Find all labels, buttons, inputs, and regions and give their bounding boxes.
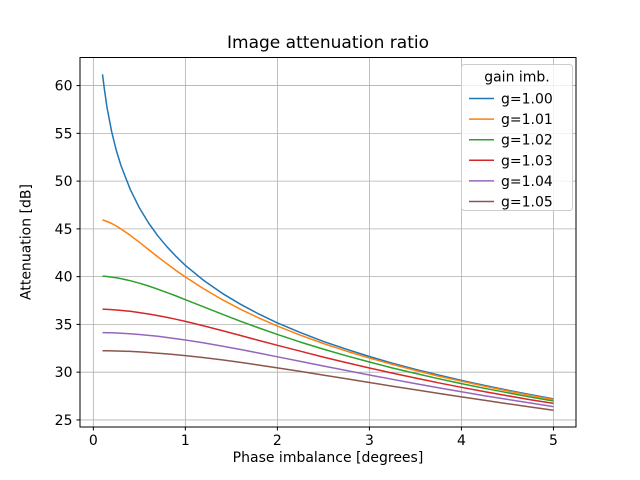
y-tick-label: 50 <box>55 174 73 190</box>
series-line-g-1.03 <box>102 308 554 405</box>
chart-title: Image attenuation ratio <box>227 33 429 53</box>
y-tick-label: 45 <box>55 222 73 238</box>
legend-label-g-1.01: g=1.01 <box>501 112 553 128</box>
series-line-g-1.01 <box>102 219 554 401</box>
x-axis-label: Phase imbalance [degrees] <box>232 450 424 466</box>
series-line-g-1.04 <box>102 331 554 408</box>
y-tick-label: 55 <box>55 126 73 142</box>
y-tick-label: 60 <box>55 79 73 95</box>
x-tick-label: 0 <box>89 433 98 449</box>
legend-label-g-1.04: g=1.04 <box>501 174 553 190</box>
legend-label-g-1.00: g=1.00 <box>501 92 553 108</box>
x-tick-label: 2 <box>273 433 282 449</box>
legend-label-g-1.03: g=1.03 <box>501 153 553 169</box>
x-tick-label: 4 <box>457 433 466 449</box>
x-tick-label: 5 <box>549 433 558 449</box>
y-tick-label: 30 <box>55 365 73 381</box>
series-line-g-1.05 <box>102 349 554 411</box>
legend-label-g-1.05: g=1.05 <box>501 195 553 211</box>
y-axis-label: Attenuation [dB] <box>18 184 35 300</box>
legend-label-g-1.02: g=1.02 <box>501 133 553 149</box>
y-tick-label: 25 <box>55 413 73 429</box>
x-tick-label: 3 <box>365 433 374 449</box>
y-tick-label: 40 <box>55 270 73 286</box>
axes-spines <box>79 57 577 428</box>
legend-box <box>461 64 573 211</box>
series-line-g-1.00 <box>101 74 554 400</box>
y-tick-label: 35 <box>55 317 73 333</box>
legend-title: gain imb. <box>484 70 550 86</box>
series-line-g-1.02 <box>102 275 554 402</box>
x-tick-label: 1 <box>181 433 190 449</box>
